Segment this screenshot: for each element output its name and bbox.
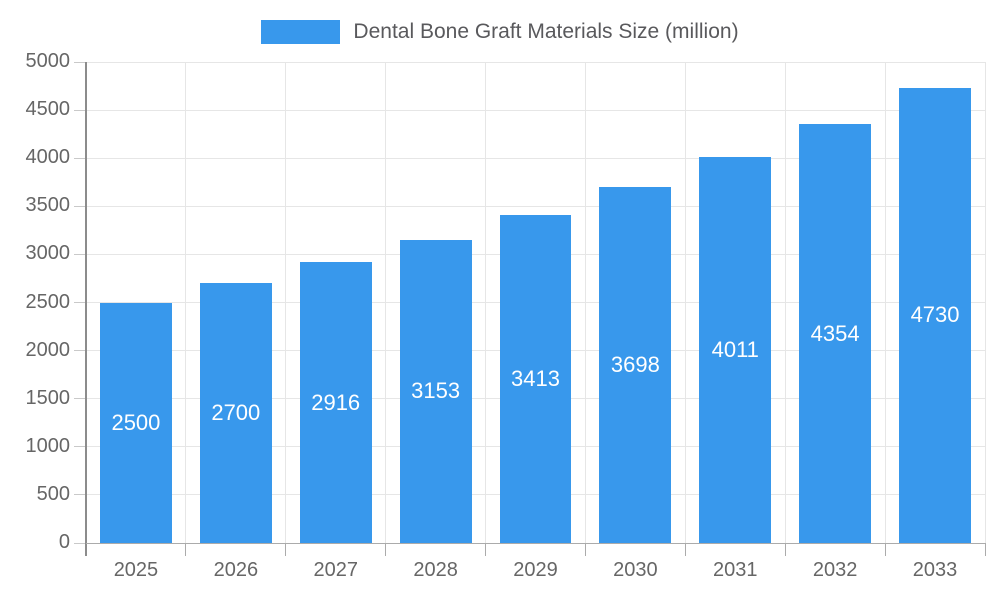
bar-2026[interactable]: 2700 [199, 283, 272, 543]
bar-value-label: 3698 [610, 352, 660, 378]
x-tick-mark [285, 543, 287, 556]
y-tick-mark [74, 253, 86, 255]
bar-value-label: 4011 [711, 337, 759, 363]
x-tick-mark [984, 543, 986, 556]
x-tick-label: 2030 [613, 559, 658, 581]
y-tick-mark [74, 350, 86, 352]
bar-value-label: 2700 [211, 400, 261, 426]
y-tick-label: 0 [58, 531, 70, 553]
y-tick-label: 2000 [25, 338, 71, 361]
gridline-horizontal [86, 205, 985, 207]
bar-2028[interactable]: 3153 [399, 239, 472, 543]
bar-value-label: 4730 [910, 302, 960, 328]
y-tick-mark [74, 61, 86, 63]
y-tick-mark [74, 205, 86, 207]
gridline-horizontal [86, 109, 985, 111]
bar-2032[interactable]: 4354 [799, 124, 872, 543]
gridline-vertical [285, 62, 287, 543]
gridline-vertical [485, 62, 487, 543]
bar-2033[interactable]: 4730 [899, 87, 971, 543]
y-tick-mark [74, 446, 86, 448]
bar-value-label: 3153 [411, 378, 461, 404]
y-tick-mark [74, 542, 86, 544]
y-tick-label: 3000 [25, 242, 71, 265]
gridline-vertical [984, 62, 986, 543]
gridline-vertical [884, 62, 886, 543]
x-tick-mark [185, 543, 187, 556]
x-tick-mark [884, 543, 886, 556]
y-tick-label: 4000 [25, 146, 71, 169]
x-tick-label: 2029 [513, 559, 558, 581]
legend-label: Dental Bone Graft Materials Size (millio… [353, 20, 739, 43]
bar-value-label: 2500 [111, 409, 161, 435]
legend[interactable]: Dental Bone Graft Materials Size (millio… [0, 16, 1000, 48]
x-tick-mark [584, 543, 586, 556]
bar-value-label: 2916 [311, 389, 361, 415]
bar-value-label: 4354 [810, 320, 860, 346]
y-tick-mark [74, 157, 86, 159]
x-tick-mark [485, 543, 487, 556]
x-tick-label: 2028 [413, 559, 458, 581]
legend-swatch[interactable] [261, 20, 341, 44]
y-tick-mark [74, 494, 86, 496]
x-tick-mark [684, 543, 686, 556]
bar-2030[interactable]: 3698 [599, 187, 672, 543]
x-tick-mark [385, 543, 387, 556]
y-tick-label: 1000 [25, 434, 71, 457]
gridline-vertical [584, 62, 586, 543]
gridline-horizontal [86, 157, 985, 159]
gridline-horizontal [86, 61, 985, 63]
gridline-vertical [784, 62, 786, 543]
x-tick-label: 2025 [113, 559, 159, 581]
y-tick-label: 1500 [25, 386, 71, 409]
gridline-vertical [684, 62, 686, 543]
y-tick-mark [74, 398, 86, 400]
x-tick-mark [784, 543, 786, 556]
gridline-vertical [385, 62, 387, 543]
y-tick-label: 3500 [25, 194, 71, 217]
bar-2025[interactable]: 2500 [99, 302, 172, 543]
x-axis-line [86, 542, 985, 544]
x-tick-label: 2031 [713, 559, 758, 581]
x-tick-label: 2033 [912, 559, 958, 581]
y-tick-label: 2500 [25, 290, 71, 313]
plot-area: 2500 2700 2916 3153 3413 3698 4011 4354 4730 [86, 61, 986, 543]
bar-2027[interactable]: 2916 [299, 262, 372, 543]
y-tick-mark [74, 302, 86, 303]
bar-2029[interactable]: 3413 [499, 214, 572, 543]
y-tick-label: 500 [36, 482, 70, 505]
x-tick-label: 2027 [313, 559, 358, 581]
gridline-vertical [185, 62, 187, 543]
y-tick-mark [74, 109, 86, 111]
x-tick-label: 2026 [213, 559, 259, 581]
bar-2031[interactable]: 4011 [699, 157, 772, 543]
bar-value-label: 3413 [511, 365, 560, 391]
y-tick-label: 4500 [25, 98, 71, 121]
y-axis-line [85, 62, 87, 556]
x-tick-label: 2032 [812, 559, 858, 581]
y-tick-label: 5000 [25, 50, 71, 72]
